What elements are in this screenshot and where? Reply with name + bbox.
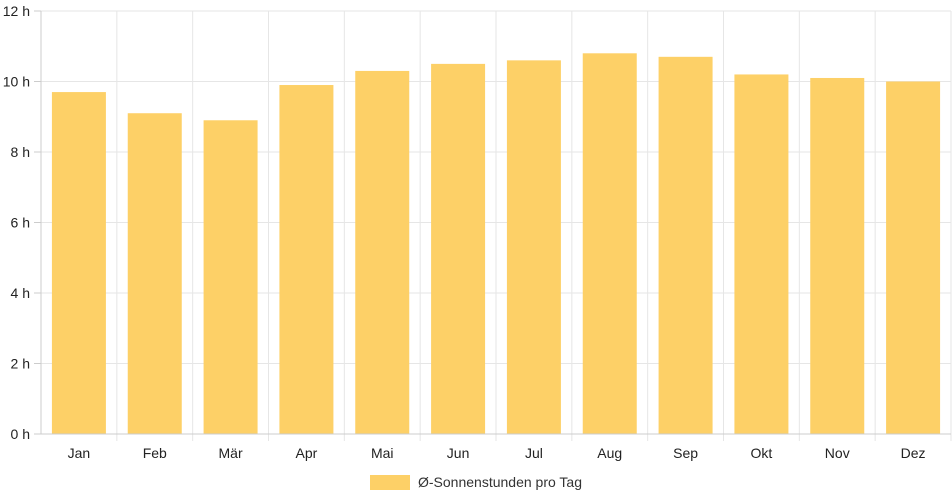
legend[interactable]: Ø-Sonnenstunden pro Tag <box>370 474 582 490</box>
x-tick-label: Dez <box>901 445 926 461</box>
bars <box>51 53 941 435</box>
bar-jul[interactable] <box>506 60 561 434</box>
legend-label: Ø-Sonnenstunden pro Tag <box>418 474 582 490</box>
bar-feb[interactable] <box>127 113 182 434</box>
x-tick-label: Aug <box>597 445 622 461</box>
bar-aug[interactable] <box>582 53 637 435</box>
x-tick-label: Sep <box>673 445 698 461</box>
y-tick-label: 12 h <box>3 3 30 19</box>
axes <box>34 10 951 435</box>
y-tick-label: 0 h <box>11 426 30 442</box>
bar-mai[interactable] <box>355 70 410 435</box>
x-tick-label: Mai <box>371 445 394 461</box>
y-tick-label: 4 h <box>11 285 30 301</box>
x-tick-label: Mär <box>219 445 243 461</box>
y-tick-label: 10 h <box>3 74 30 90</box>
x-tick-label: Jun <box>447 445 470 461</box>
x-tick-labels: Jan Feb Mär Apr Mai Jun Jul Aug Sep Okt Nov Dez <box>68 445 926 461</box>
x-tick-label: Nov <box>825 445 850 461</box>
y-tick-label: 8 h <box>11 144 30 160</box>
bar-apr[interactable] <box>279 85 334 435</box>
x-tick-label: Apr <box>296 445 318 461</box>
x-tick-label: Jul <box>525 445 543 461</box>
y-tick-label: 2 h <box>11 356 30 372</box>
grid-lines <box>41 10 952 441</box>
bar-jun[interactable] <box>431 63 486 434</box>
bar-dez[interactable] <box>886 81 941 435</box>
y-tick-labels: 0 h 2 h 4 h 6 h 8 h 10 h 12 h <box>3 3 30 442</box>
x-tick-label: Feb <box>143 445 167 461</box>
x-tick-label: Jan <box>68 445 91 461</box>
bar-sep[interactable] <box>658 56 713 434</box>
bar-okt[interactable] <box>734 74 789 434</box>
bar-nov[interactable] <box>810 77 865 434</box>
legend-swatch <box>370 475 410 490</box>
bar-mär[interactable] <box>203 120 258 435</box>
x-tick-label: Okt <box>751 445 773 461</box>
bar-jan[interactable] <box>51 92 106 434</box>
y-tick-label: 6 h <box>11 215 30 231</box>
